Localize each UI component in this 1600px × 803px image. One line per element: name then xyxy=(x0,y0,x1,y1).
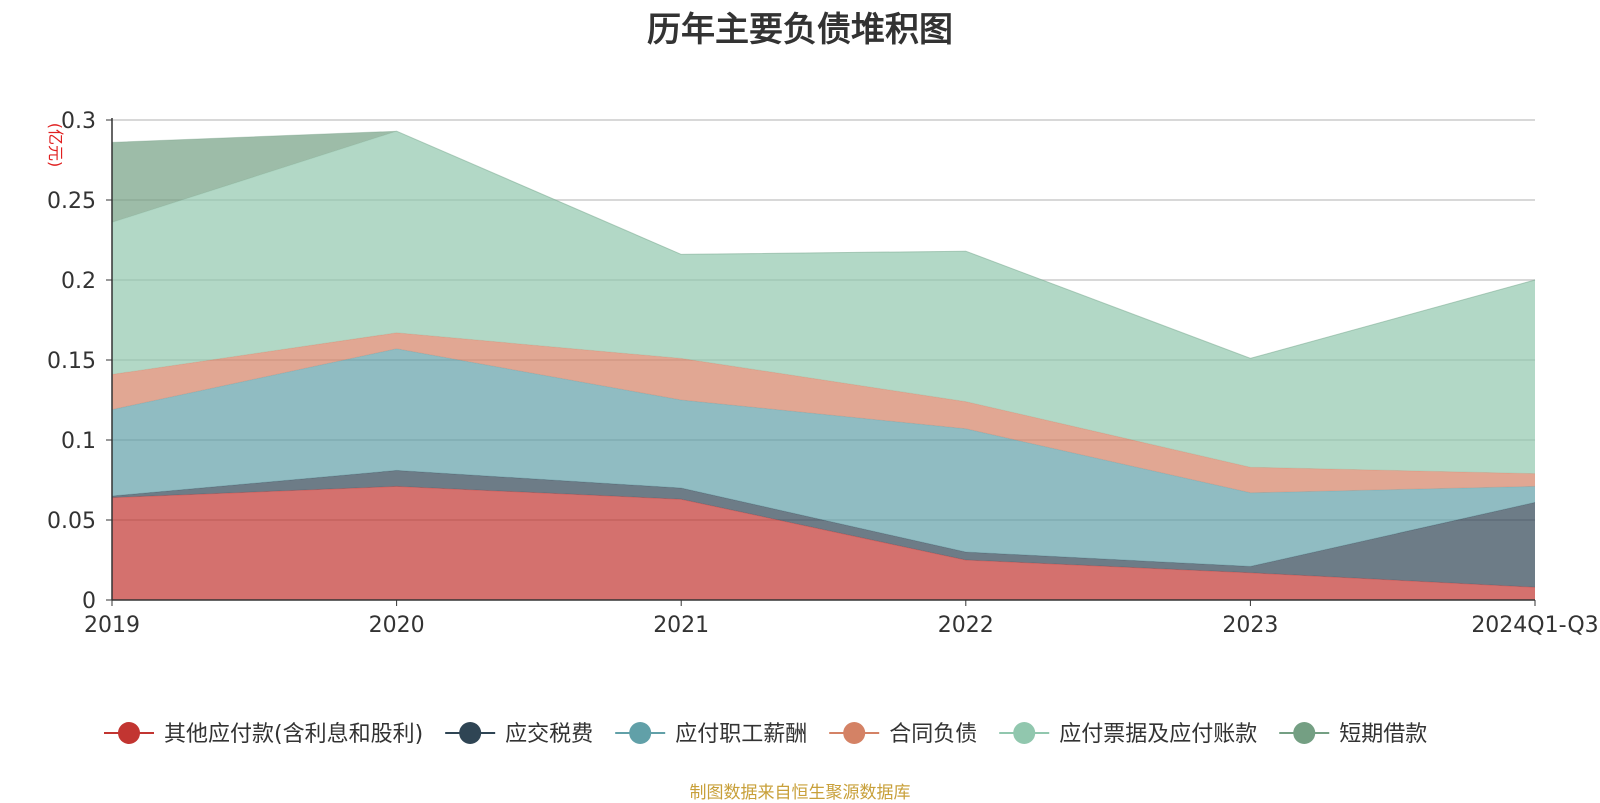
legend-item-5: 短期借款 xyxy=(1279,722,1427,747)
y-tick-label: 0.2 xyxy=(61,269,96,294)
legend-marker xyxy=(1293,722,1316,744)
legend-item-0: 其他应付款(含利息和股利) xyxy=(104,722,423,747)
y-tick-label: 0.1 xyxy=(61,429,96,454)
legend: 其他应付款(含利息和股利) 应交税费 应付职工薪酬 合同负债 应付票据及应付账款 短期借款 xyxy=(104,722,1427,747)
x-tick-label: 2024Q1-Q3 xyxy=(1471,613,1598,638)
area-series-0 xyxy=(112,486,1535,600)
y-tick-label: 0.15 xyxy=(47,349,96,374)
area-series-3 xyxy=(112,332,1535,493)
legend-item-3: 合同负债 xyxy=(829,722,977,747)
x-tick-label: 2021 xyxy=(653,613,709,638)
legend-item-2: 应付职工薪酬 xyxy=(615,722,807,747)
legend-label: 合同负债 xyxy=(889,722,977,747)
area-series-5 xyxy=(112,131,1535,359)
y-tick-label: 0.05 xyxy=(47,509,96,534)
y-tick-label: 0.3 xyxy=(61,109,96,134)
y-tick-label: 0.25 xyxy=(47,189,96,214)
legend-item-1: 应交税费 xyxy=(445,722,593,747)
data-source-note: 制图数据来自恒生聚源数据库 xyxy=(689,783,911,803)
x-tick-label: 2022 xyxy=(938,613,994,638)
x-tick-label: 2023 xyxy=(1222,613,1278,638)
area-series xyxy=(111,130,1536,600)
legend-marker xyxy=(459,722,482,744)
legend-marker xyxy=(843,722,866,744)
stacked-area-chart: 0 0.05 0.1 0.15 0.2 0.25 0.3 2019 2020 2021 2022 20… xyxy=(46,109,1599,747)
y-tick-label: 0 xyxy=(82,589,96,614)
legend-marker xyxy=(629,722,652,744)
legend-item-4: 应付票据及应付账款 xyxy=(999,722,1257,747)
legend-label: 应交税费 xyxy=(505,722,593,747)
legend-label: 短期借款 xyxy=(1339,722,1427,747)
area-series-4 xyxy=(112,131,1535,474)
tick-labels: 0 0.05 0.1 0.15 0.2 0.25 0.3 2019 2020 2021 2022 20… xyxy=(46,109,1599,638)
legend-label: 应付职工薪酬 xyxy=(675,722,807,747)
area-series-2 xyxy=(112,348,1535,567)
chart-title: 历年主要负债堆积图 xyxy=(647,10,953,50)
legend-marker xyxy=(1013,722,1036,744)
x-tick-label: 2020 xyxy=(369,613,425,638)
series-line-5 xyxy=(111,130,1536,359)
y-axis-unit-label: (亿元) xyxy=(46,123,65,168)
axes xyxy=(106,118,1536,606)
legend-label: 应付票据及应付账款 xyxy=(1059,722,1257,747)
legend-marker xyxy=(118,722,140,744)
x-tick-label: 2019 xyxy=(84,613,140,638)
area-series-1 xyxy=(112,470,1535,588)
legend-label: 其他应付款(含利息和股利) xyxy=(164,722,423,747)
